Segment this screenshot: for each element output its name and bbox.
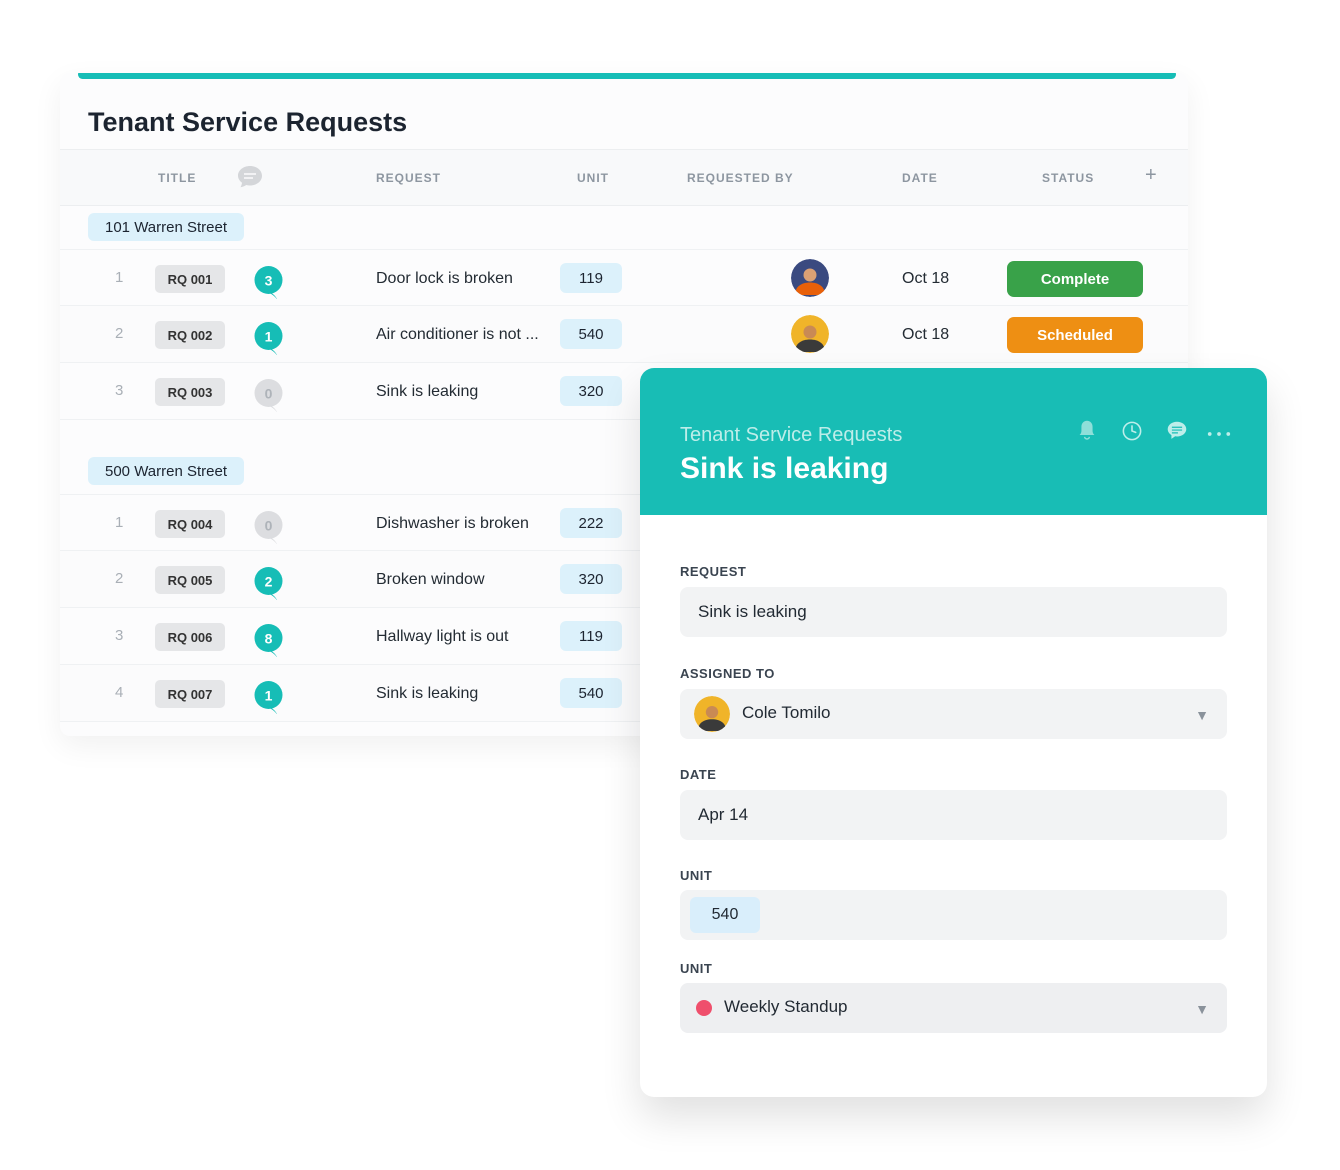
svg-text:1: 1	[265, 688, 273, 704]
svg-text:3: 3	[265, 273, 273, 289]
svg-text:1: 1	[265, 329, 273, 345]
svg-text:2: 2	[265, 574, 273, 590]
svg-text:0: 0	[265, 386, 273, 402]
svg-text:0: 0	[265, 518, 273, 534]
svg-text:8: 8	[265, 631, 273, 647]
